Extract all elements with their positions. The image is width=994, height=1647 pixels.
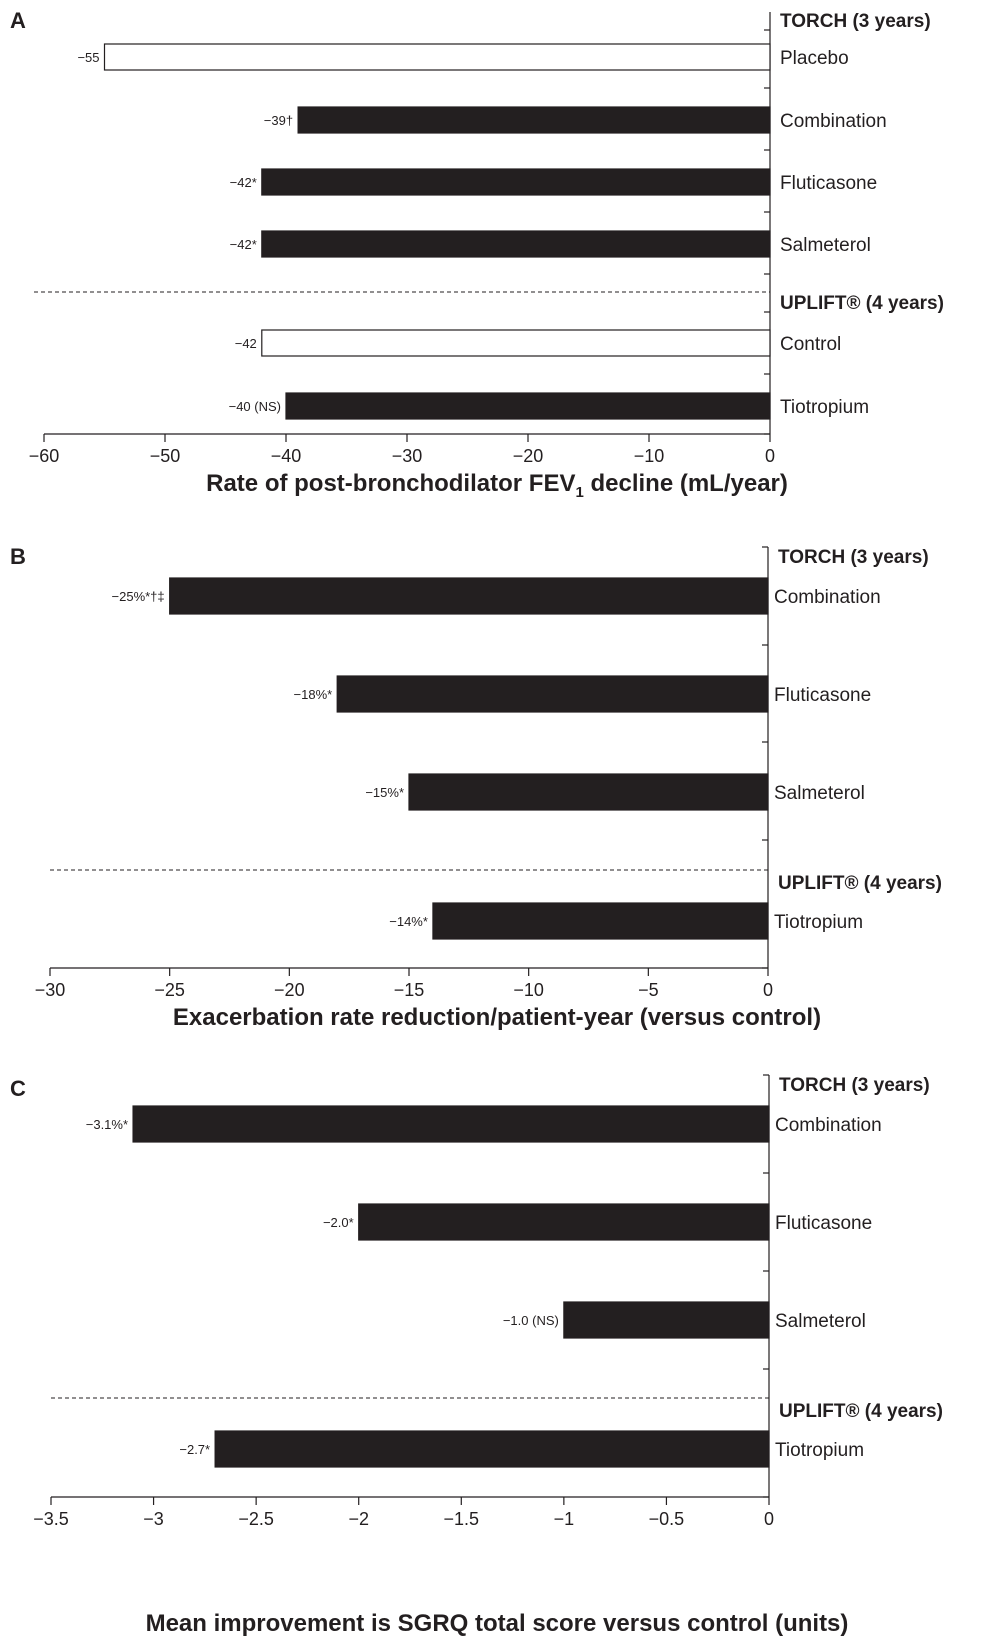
bar-salmeterol: [261, 230, 771, 258]
bar-placebo: [103, 43, 771, 71]
data-label: −1.0 (NS): [503, 1313, 559, 1328]
category-label: Tiotropium: [774, 912, 863, 933]
bar-tiotropium: [285, 392, 771, 420]
category-label: Placebo: [780, 48, 849, 69]
category-label: Tiotropium: [780, 397, 869, 418]
data-label: −3.1%*: [86, 1117, 128, 1132]
x-tick-label: −15: [394, 980, 425, 1000]
category-label: Salmeterol: [780, 235, 871, 256]
category-label: Salmeterol: [774, 783, 865, 804]
x-axis-title-tail: decline (mL/year): [583, 470, 788, 497]
x-tick-label: −30: [392, 446, 423, 466]
data-label: −40 (NS): [229, 399, 281, 414]
x-axis-title: Rate of post-bronchodilator FEV1 decline…: [0, 470, 994, 501]
x-tick-label: −50: [150, 446, 181, 466]
data-label: −55: [77, 50, 99, 65]
x-tick-label: −20: [513, 446, 544, 466]
bar-combination: [169, 577, 769, 615]
panel-a: A −60 −50 −40 −30 −20 −10 0 TORCH (3 years) UPLI…: [0, 0, 994, 520]
x-tick-label: −5: [638, 980, 659, 1000]
x-axis-title: Mean improvement is SGRQ total score ver…: [145, 1610, 849, 1637]
x-tick-label: −3: [143, 1509, 164, 1529]
data-label: −18%*: [294, 687, 333, 702]
data-label: −25%*†‡: [112, 589, 165, 604]
data-label: −39†: [264, 113, 293, 128]
category-label: Fluticasone: [774, 685, 871, 706]
category-label: Fluticasone: [780, 173, 877, 194]
bar-salmeterol: [563, 1301, 770, 1339]
data-label: −42*: [230, 175, 257, 190]
x-axis-title: Exacerbation rate reduction/patient-year…: [172, 1004, 822, 1031]
x-tick-label: −30: [35, 980, 66, 1000]
panel-letter: B: [10, 544, 26, 569]
category-label: Fluticasone: [775, 1213, 872, 1234]
bar-fluticasone: [336, 675, 769, 713]
bar-salmeterol: [408, 773, 769, 811]
chart-c: −3.5 −3 −2.5 −2 −1.5 −1 −0.5 0 TORCH (3 years) UP…: [33, 1074, 943, 1529]
bar-tiotropium: [432, 902, 769, 940]
data-label: −42: [235, 336, 257, 351]
category-label: Salmeterol: [775, 1311, 866, 1332]
group-label: UPLIFT® (4 years): [778, 873, 942, 894]
x-tick-label: −60: [29, 446, 60, 466]
panel-letter: A: [10, 8, 26, 33]
x-tick-label: −40: [271, 446, 302, 466]
x-tick-label: −10: [513, 980, 544, 1000]
bar-combination: [297, 106, 771, 134]
x-tick-label: −3.5: [33, 1509, 69, 1529]
data-label: −14%*: [389, 914, 428, 929]
category-label: Control: [780, 334, 841, 355]
group-label: UPLIFT® (4 years): [780, 293, 944, 314]
x-tick-label: −1: [554, 1509, 575, 1529]
x-tick-label: −2: [348, 1509, 369, 1529]
chart-a: −60 −50 −40 −30 −20 −10 0 TORCH (3 years) UPLIFT…: [29, 11, 944, 466]
data-label: −2.7*: [179, 1442, 210, 1457]
panel-letter: C: [10, 1076, 26, 1101]
group-label: TORCH (3 years): [780, 11, 931, 32]
data-label: −2.0*: [323, 1215, 354, 1230]
x-tick-label: −2.5: [238, 1509, 274, 1529]
data-label: −42*: [230, 237, 257, 252]
category-label: Tiotropium: [775, 1440, 864, 1461]
group-label: TORCH (3 years): [779, 1075, 930, 1096]
x-tick-label: 0: [764, 1509, 774, 1529]
x-axis-title-main: Rate of post-bronchodilator FEV: [206, 470, 576, 497]
chart-b: −30 −25 −20 −15 −10 −5 0 TORCH (3 years) UPLIFT®…: [35, 546, 942, 1000]
category-label: Combination: [780, 111, 887, 132]
x-axis-title-subscript: 1: [575, 483, 584, 501]
x-tick-label: 0: [763, 980, 773, 1000]
bar-fluticasone: [261, 168, 771, 196]
bar-fluticasone: [358, 1203, 770, 1241]
category-label: Combination: [775, 1115, 882, 1136]
bar-combination: [132, 1105, 770, 1143]
bar-control: [261, 329, 771, 357]
x-tick-label: −1.5: [444, 1509, 480, 1529]
x-tick-label: −25: [154, 980, 185, 1000]
x-tick-label: −0.5: [649, 1509, 685, 1529]
bar-tiotropium: [214, 1430, 770, 1468]
group-label: TORCH (3 years): [778, 547, 929, 568]
data-label: −15%*: [365, 785, 404, 800]
group-label: UPLIFT® (4 years): [779, 1401, 943, 1422]
panel-b: B −30 −25 −20 −15 −10 −5 0 TORCH (3 years) UPLIF…: [10, 544, 942, 1031]
x-tick-label: −20: [274, 980, 305, 1000]
category-label: Combination: [774, 587, 881, 608]
x-tick-label: 0: [765, 446, 775, 466]
x-tick-label: −10: [634, 446, 665, 466]
